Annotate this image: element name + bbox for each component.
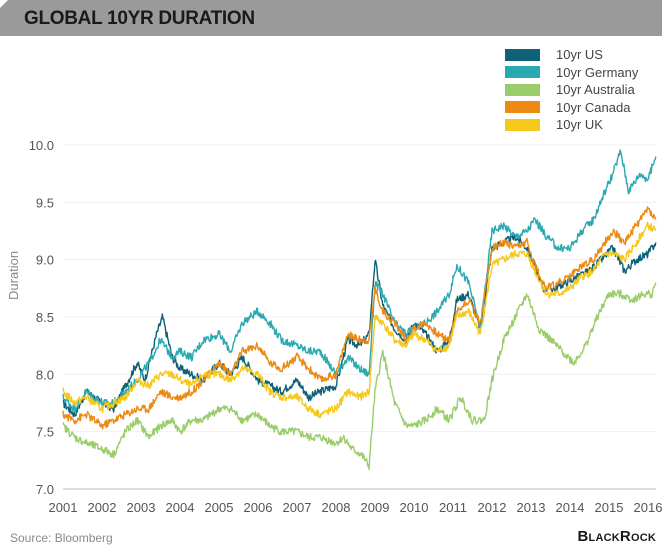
legend-label: 10yr Germany [556,64,639,80]
x-tick-label: 2003 [127,500,156,515]
x-tick-label: 2004 [166,500,195,515]
legend-label: 10yr Canada [556,99,631,115]
legend-swatch [505,83,540,96]
legend-label: 10yr Australia [556,82,635,98]
y-tick-label: 8.5 [36,310,54,325]
x-tick-label: 2006 [244,500,273,515]
legend: 10yr US 10yr Germany 10yr Australia 10yr Ca… [505,46,638,134]
y-tick-label: 9.5 [36,195,54,210]
series-line-10yr-australia [62,282,657,471]
legend-item: 10yr Canada [505,99,638,117]
x-tick-label: 2001 [49,500,78,515]
x-tick-label: 2013 [517,500,546,515]
legend-item: 10yr US [505,46,638,64]
legend-item: 10yr UK [505,116,638,134]
legend-swatch [505,48,540,61]
series-line-10yr-germany [62,149,657,413]
chart-title: GLOBAL 10YR DURATION [24,8,255,29]
x-tick-label: 2002 [88,500,117,515]
legend-item: 10yr Germany [505,64,638,82]
x-tick-label: 2014 [556,500,585,515]
y-tick-label: 10.0 [29,138,54,153]
y-tick-label: 9.0 [36,253,54,268]
y-axis-label: Duration [6,250,21,300]
legend-swatch [505,66,540,79]
series-line-10yr-us [62,233,657,418]
legend-label: 10yr US [556,47,603,63]
y-tick-label: 7.0 [36,482,54,497]
grid-lines [63,144,656,490]
legend-label: 10yr UK [556,117,603,133]
source-note: Source: Bloomberg [10,531,113,545]
x-tick-label: 2011 [439,500,467,515]
x-tick-label: 2012 [478,500,507,515]
legend-swatch [505,101,540,114]
legend-item: 10yr Australia [505,81,638,99]
y-axis-ticks: 7.0 7.5 8.0 8.5 9.0 9.5 10.0 [29,138,54,497]
x-tick-label: 2010 [400,500,429,515]
x-tick-label: 2016 [634,500,662,515]
title-bar: GLOBAL 10YR DURATION [0,0,662,36]
x-tick-label: 2015 [595,500,624,515]
x-tick-label: 2009 [361,500,390,515]
series-lines [62,149,657,471]
x-tick-label: 2005 [205,500,234,515]
y-tick-label: 8.0 [36,367,54,382]
series-line-10yr-canada [62,206,657,430]
legend-swatch [505,118,540,131]
y-tick-label: 7.5 [36,425,54,440]
x-tick-label: 2007 [283,500,312,515]
x-tick-label: 2008 [322,500,351,515]
brand-logo: BLACKROCK [577,528,656,545]
x-axis-ticks: 2001 2002 2003 2004 2005 2006 2007 2008 2009 2010… [49,500,662,515]
series-line-10yr-uk [62,221,657,419]
